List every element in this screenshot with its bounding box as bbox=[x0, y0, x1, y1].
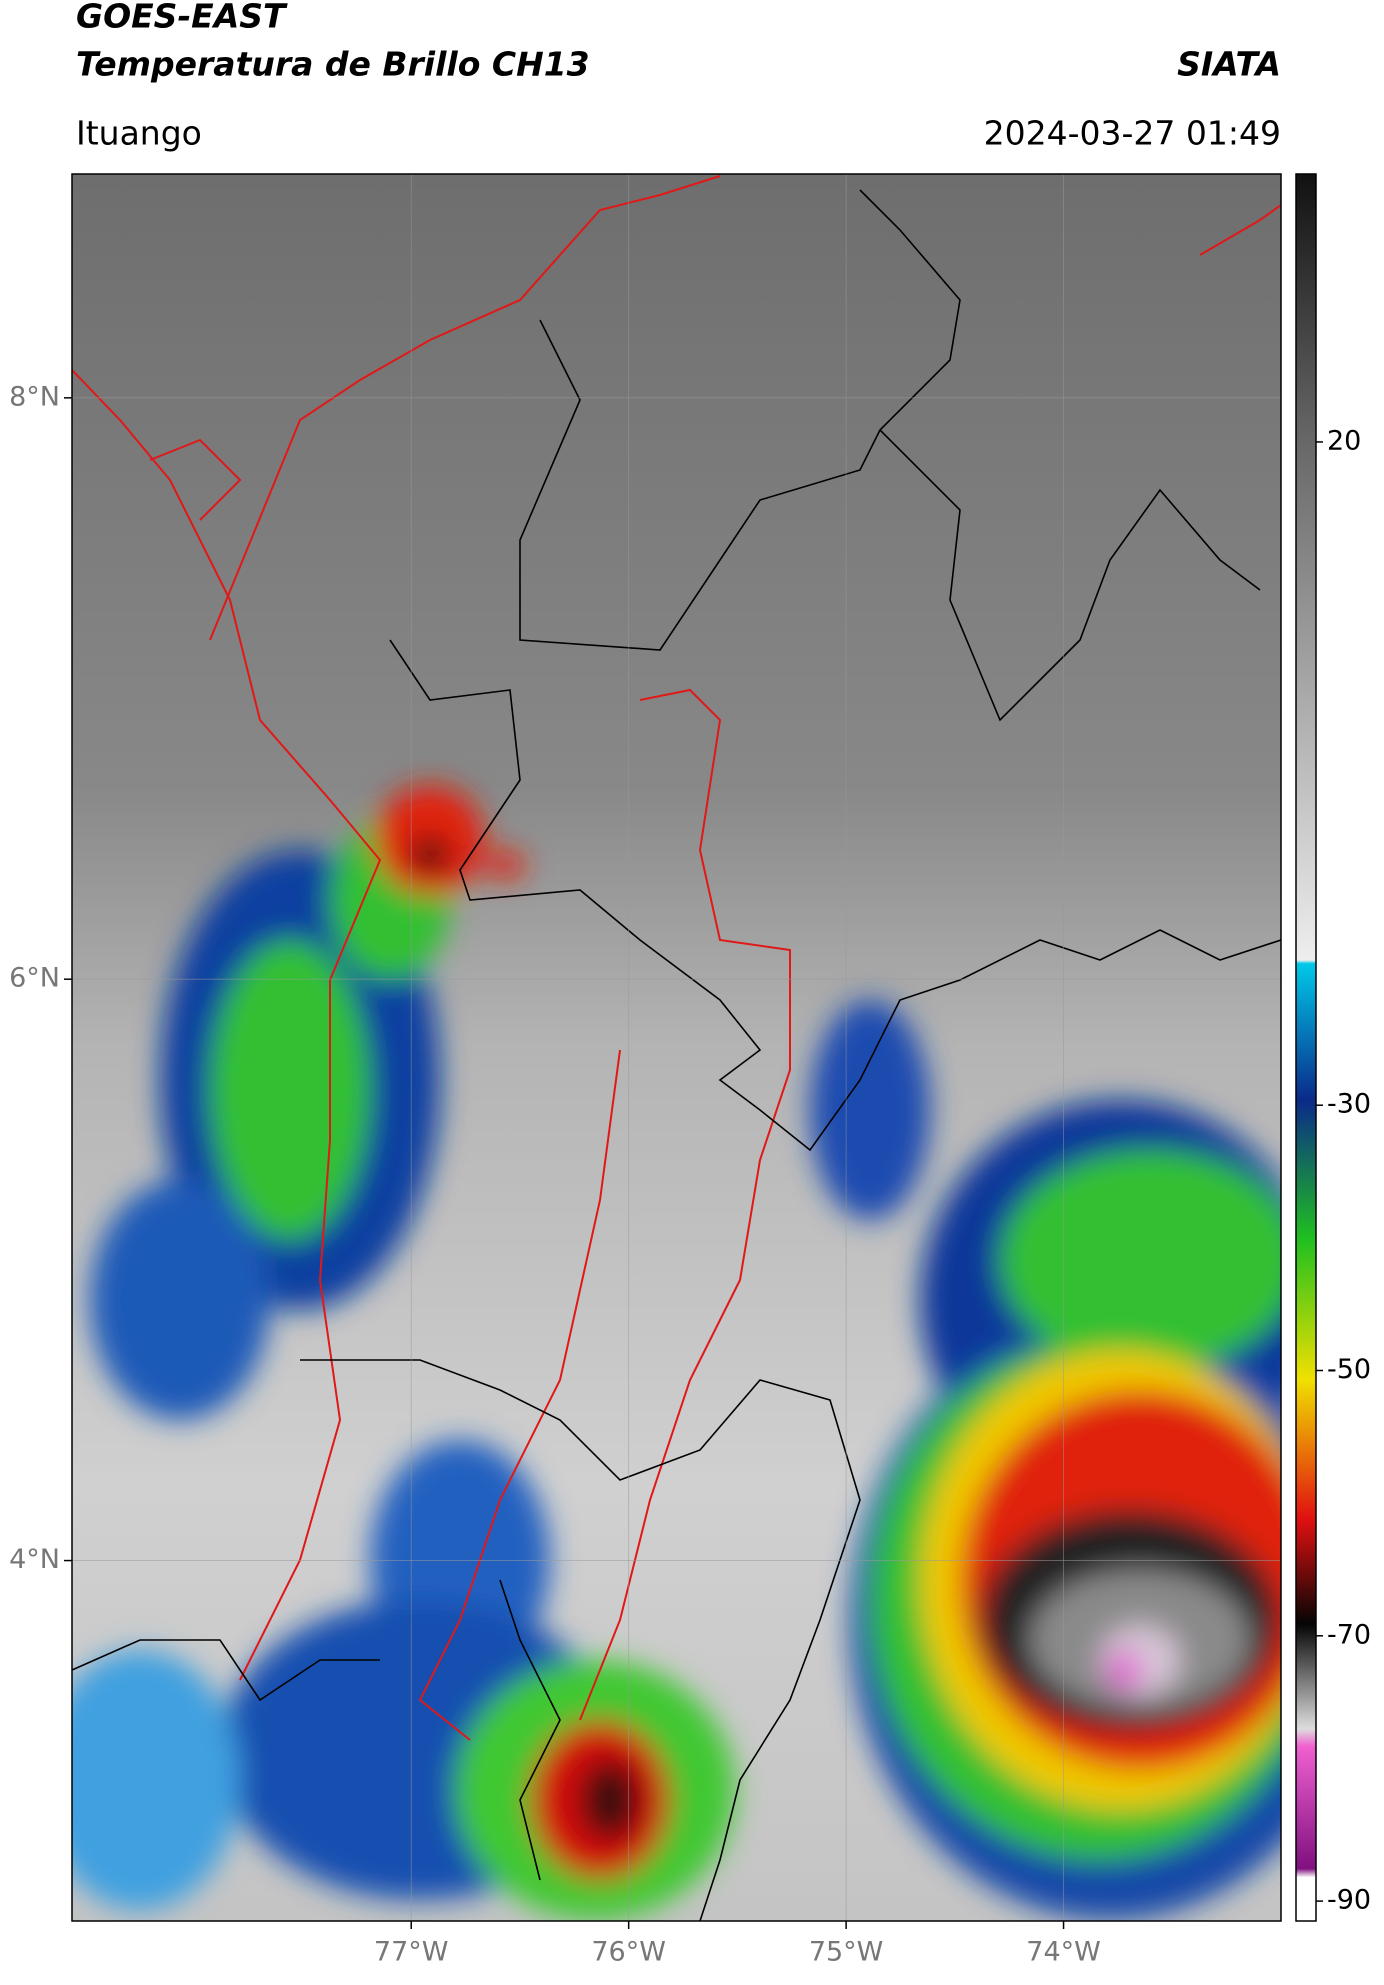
title: GOES-EAST bbox=[76, 0, 288, 36]
colorbar-label: 20 bbox=[1327, 425, 1361, 456]
lat-label: 4°N bbox=[9, 1544, 60, 1575]
colorbar-label: -70 bbox=[1327, 1619, 1371, 1650]
lon-label: 74°W bbox=[1026, 1937, 1101, 1968]
brand: SIATA bbox=[1177, 45, 1281, 84]
colorbar-label: -30 bbox=[1327, 1089, 1371, 1120]
lon-label: 77°W bbox=[374, 1937, 449, 1968]
graticule bbox=[72, 174, 1281, 1921]
colorbar-label: -90 bbox=[1327, 1885, 1371, 1916]
map-imagery bbox=[72, 174, 1281, 1921]
lon-label: 76°W bbox=[591, 1937, 666, 1968]
colorbar bbox=[1295, 173, 1317, 1922]
lat-label: 6°N bbox=[9, 963, 60, 994]
map-frame bbox=[71, 173, 1282, 1922]
location: Ituango bbox=[76, 114, 202, 153]
lat-label: 8°N bbox=[9, 381, 60, 412]
timestamp: 2024-03-27 01:49 bbox=[984, 114, 1281, 153]
lon-label: 75°W bbox=[809, 1937, 884, 1968]
colorbar-label: -50 bbox=[1327, 1354, 1371, 1385]
subtitle: Temperatura de Brillo CH13 bbox=[76, 45, 590, 84]
